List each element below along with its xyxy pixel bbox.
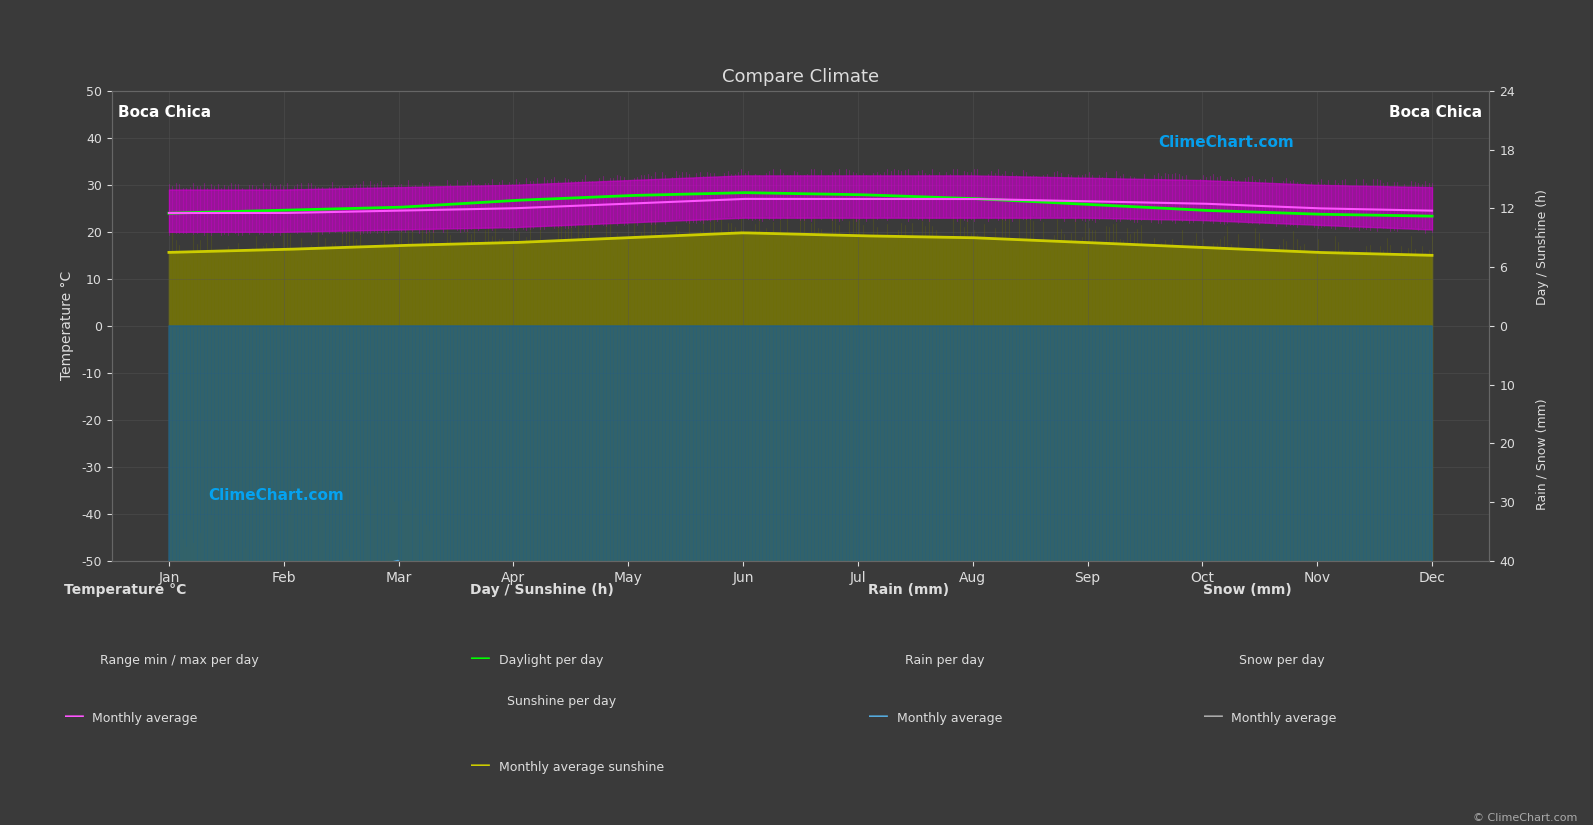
Text: Day / Sunshine (h): Day / Sunshine (h) xyxy=(470,583,613,597)
Text: Day / Sunshine (h): Day / Sunshine (h) xyxy=(1536,190,1548,305)
Text: Boca Chica: Boca Chica xyxy=(1389,105,1483,120)
Text: Rain / Snow (mm): Rain / Snow (mm) xyxy=(1536,398,1548,510)
Title: Compare Climate: Compare Climate xyxy=(722,68,879,87)
Text: —: — xyxy=(64,706,84,726)
Text: Temperature °C: Temperature °C xyxy=(64,583,186,597)
Text: ClimeChart.com: ClimeChart.com xyxy=(1158,135,1295,150)
Text: —: — xyxy=(470,648,491,668)
Text: Sunshine per day: Sunshine per day xyxy=(507,695,616,709)
Text: —: — xyxy=(1203,706,1223,726)
Y-axis label: Temperature °C: Temperature °C xyxy=(61,271,75,380)
Text: ClimeChart.com: ClimeChart.com xyxy=(209,488,344,503)
Text: © ClimeChart.com: © ClimeChart.com xyxy=(1472,813,1577,823)
Text: Rain (mm): Rain (mm) xyxy=(868,583,949,597)
Text: Snow (mm): Snow (mm) xyxy=(1203,583,1292,597)
Text: Monthly average sunshine: Monthly average sunshine xyxy=(499,761,664,775)
Text: Monthly average: Monthly average xyxy=(92,712,198,725)
Text: Snow per day: Snow per day xyxy=(1239,654,1325,667)
Text: —: — xyxy=(868,706,889,726)
Text: Monthly average: Monthly average xyxy=(897,712,1002,725)
Text: Range min / max per day: Range min / max per day xyxy=(100,654,260,667)
Text: Monthly average: Monthly average xyxy=(1231,712,1337,725)
Text: Daylight per day: Daylight per day xyxy=(499,654,604,667)
Text: Boca Chica: Boca Chica xyxy=(118,105,212,120)
Text: Rain per day: Rain per day xyxy=(905,654,984,667)
Text: —: — xyxy=(470,756,491,776)
